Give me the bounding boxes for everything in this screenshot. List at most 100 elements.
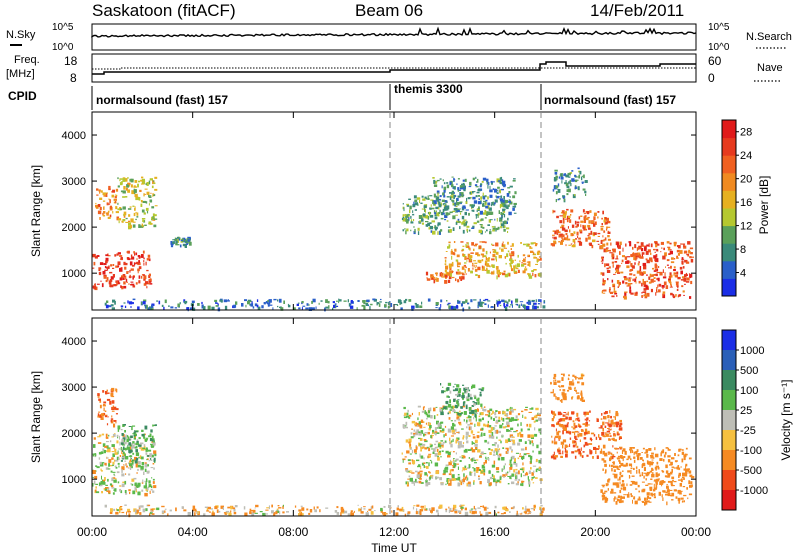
data-cell xyxy=(470,299,473,303)
data-cell xyxy=(525,471,528,475)
data-cell xyxy=(457,474,460,476)
data-cell xyxy=(677,454,680,457)
data-cell xyxy=(477,397,480,400)
data-cell xyxy=(569,219,572,223)
data-cell xyxy=(484,209,487,213)
data-cell xyxy=(600,425,603,429)
data-cell xyxy=(609,287,611,291)
data-cell xyxy=(665,493,669,496)
data-cell xyxy=(469,510,471,514)
data-cell xyxy=(650,275,654,277)
data-cell xyxy=(141,489,144,492)
data-cell xyxy=(132,275,135,277)
data-cell xyxy=(472,204,475,207)
data-cell xyxy=(650,278,654,283)
data-cell xyxy=(571,396,573,400)
data-cell xyxy=(161,510,165,514)
data-cell xyxy=(436,476,439,479)
data-cell xyxy=(562,213,564,215)
data-cell xyxy=(452,252,455,255)
data-cell xyxy=(397,505,399,508)
data-cell xyxy=(410,219,412,224)
data-cell xyxy=(685,274,688,276)
data-cell xyxy=(508,299,511,302)
data-cell xyxy=(111,194,115,198)
data-cell xyxy=(149,458,152,460)
data-cell xyxy=(464,507,467,511)
data-cell xyxy=(457,441,460,443)
data-cell xyxy=(614,474,618,479)
data-cell xyxy=(405,214,409,218)
data-cell xyxy=(644,452,648,454)
data-cell xyxy=(506,193,510,197)
data-cell xyxy=(92,285,94,289)
data-cell xyxy=(458,422,461,425)
colorbar-swatch xyxy=(722,390,736,411)
data-cell xyxy=(464,387,469,390)
data-cell xyxy=(125,456,129,460)
data-cell xyxy=(617,457,620,460)
data-cell xyxy=(561,180,563,184)
data-cell xyxy=(148,484,151,487)
data-cell xyxy=(102,214,106,217)
data-cell xyxy=(308,512,311,515)
data-cell xyxy=(481,387,485,390)
data-cell xyxy=(441,450,444,452)
data-cell xyxy=(634,257,638,260)
data-cell xyxy=(455,203,458,205)
data-cell xyxy=(613,416,616,418)
data-cell xyxy=(452,406,456,408)
data-cell xyxy=(101,470,103,472)
data-cell xyxy=(563,174,567,176)
data-cell xyxy=(567,411,569,416)
data-cell xyxy=(492,454,496,456)
data-cell xyxy=(95,483,98,485)
data-cell xyxy=(361,304,365,307)
data-cell xyxy=(482,302,485,304)
data-cell xyxy=(604,221,607,225)
data-cell xyxy=(477,178,479,183)
colorbar-swatch xyxy=(722,410,736,431)
data-cell xyxy=(676,289,679,291)
data-cell xyxy=(443,406,446,410)
data-cell xyxy=(656,289,658,293)
data-cell xyxy=(670,461,673,466)
data-cell xyxy=(529,247,533,249)
data-cell xyxy=(636,270,641,274)
data-cell xyxy=(482,505,484,508)
data-cell xyxy=(492,229,495,232)
data-cell xyxy=(512,195,516,199)
data-cell xyxy=(427,431,430,435)
data-cell xyxy=(486,178,489,183)
data-cell xyxy=(431,220,435,223)
data-cell xyxy=(233,508,236,512)
data-cell xyxy=(98,269,101,271)
data-cell xyxy=(219,299,222,302)
data-cell xyxy=(502,208,505,212)
data-cell xyxy=(664,451,667,455)
data-cell xyxy=(645,449,649,453)
data-cell xyxy=(130,281,134,283)
data-cell xyxy=(474,262,478,264)
data-cell xyxy=(146,211,149,214)
data-cell xyxy=(520,422,522,426)
data-cell xyxy=(490,306,494,308)
data-cell xyxy=(448,275,452,280)
data-cell xyxy=(446,400,449,405)
data-cell xyxy=(683,294,685,296)
data-cell xyxy=(101,479,104,482)
data-cell xyxy=(630,458,632,461)
data-cell xyxy=(520,242,522,244)
data-cell xyxy=(233,304,237,308)
data-cell xyxy=(454,404,459,408)
data-cell xyxy=(448,461,452,466)
data-cell xyxy=(467,467,470,469)
data-cell xyxy=(657,478,660,480)
data-cell xyxy=(123,442,127,445)
data-cell xyxy=(446,196,450,198)
data-cell xyxy=(430,444,433,447)
data-cell xyxy=(106,212,109,216)
data-cell xyxy=(451,477,455,481)
data-cell xyxy=(443,390,446,393)
